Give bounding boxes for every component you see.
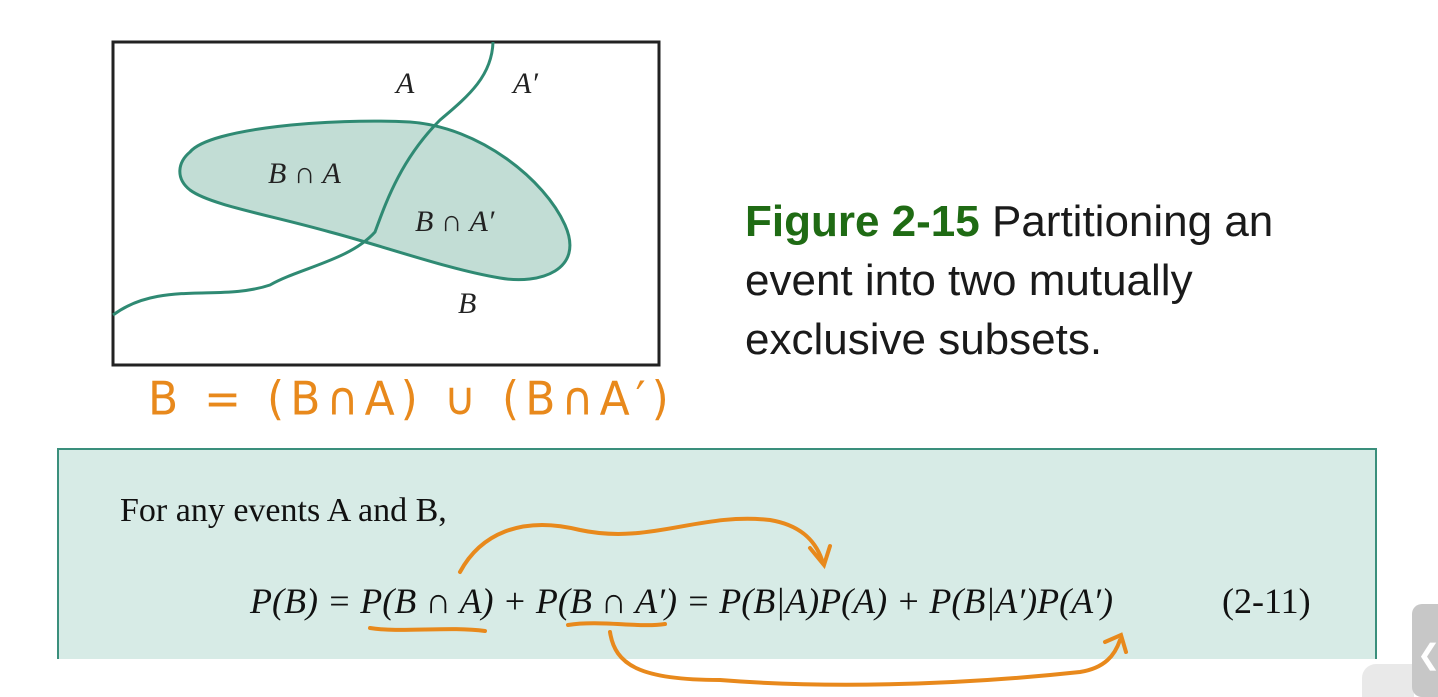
- label-b: B: [458, 287, 476, 320]
- side-panel-handle[interactable]: ❮: [1412, 604, 1438, 697]
- label-a: A: [394, 67, 415, 100]
- label-b-intersect-a-prime: B ∩ A′: [415, 205, 495, 238]
- handwritten-note: B = (B∩A) ∪ (B∩A′): [148, 372, 675, 427]
- figure-caption-text: Partitioning an event into two mutually …: [745, 197, 1274, 364]
- side-panel-shadow: [1362, 664, 1414, 697]
- label-a-prime: A′: [511, 67, 538, 100]
- chevron-left-icon: ❮: [1417, 638, 1438, 671]
- theorem-box: [57, 448, 1377, 659]
- label-b-intersect-a: B ∩ A: [268, 157, 341, 190]
- event-b-region: [178, 119, 572, 282]
- theorem-intro: For any events A and B,: [120, 492, 447, 529]
- figure-caption: Figure 2-15 Partitioning an event into t…: [745, 192, 1365, 369]
- equation-number: (2-11): [1222, 581, 1311, 621]
- figure-number: Figure 2-15: [745, 197, 980, 246]
- partition-curve: [112, 41, 495, 317]
- total-probability-equation: P(B) = P(B ∩ A) + P(B ∩ A′) = P(B|A)P(A)…: [250, 581, 1113, 621]
